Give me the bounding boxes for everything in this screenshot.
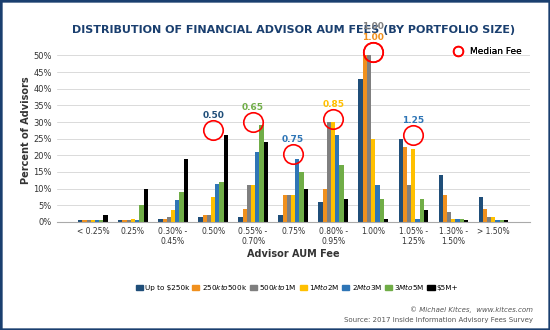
Bar xyxy=(260,125,263,222)
Bar xyxy=(215,183,219,222)
Bar xyxy=(179,192,184,222)
Bar xyxy=(162,218,167,222)
Bar xyxy=(491,217,496,222)
Bar xyxy=(243,209,247,222)
Bar xyxy=(295,159,299,222)
Text: 1.25: 1.25 xyxy=(402,116,424,125)
Bar xyxy=(123,220,127,222)
Bar xyxy=(263,142,268,222)
Bar xyxy=(496,220,499,222)
Bar xyxy=(424,210,428,222)
Bar xyxy=(95,220,99,222)
Bar xyxy=(283,195,287,222)
Bar xyxy=(362,55,367,222)
Bar xyxy=(78,220,82,222)
Bar xyxy=(379,199,384,222)
Legend: Median Fee: Median Fee xyxy=(446,43,525,60)
Bar xyxy=(447,212,451,222)
Bar xyxy=(403,147,407,222)
Bar xyxy=(291,195,295,222)
Bar xyxy=(175,200,179,222)
Bar xyxy=(103,215,108,222)
Bar xyxy=(375,185,379,222)
Bar xyxy=(184,159,188,222)
Bar xyxy=(199,217,202,222)
Bar xyxy=(247,185,251,222)
Bar xyxy=(287,195,291,222)
Bar xyxy=(139,205,144,222)
Bar xyxy=(499,220,504,222)
Bar xyxy=(323,188,327,222)
Bar xyxy=(399,139,403,222)
Bar xyxy=(99,220,103,222)
Bar xyxy=(135,220,139,222)
Bar xyxy=(438,175,443,222)
Bar xyxy=(251,185,255,222)
Bar xyxy=(504,220,508,222)
Text: 0.75: 0.75 xyxy=(282,135,304,144)
Bar xyxy=(331,122,335,222)
Bar xyxy=(478,197,483,222)
Text: © Michael Kitces,  www.kitces.com: © Michael Kitces, www.kitces.com xyxy=(410,306,534,313)
Bar xyxy=(339,165,344,222)
Bar xyxy=(118,220,123,222)
Bar xyxy=(455,218,460,222)
Bar xyxy=(359,79,362,222)
Bar xyxy=(420,199,424,222)
Bar xyxy=(278,215,283,222)
Text: 0.50: 0.50 xyxy=(202,111,224,120)
Bar xyxy=(407,185,411,222)
Bar xyxy=(299,172,304,222)
Bar xyxy=(487,217,491,222)
Bar xyxy=(336,135,339,222)
Bar xyxy=(223,135,228,222)
Bar xyxy=(131,218,135,222)
Bar xyxy=(171,210,175,222)
Bar xyxy=(411,148,415,222)
Bar xyxy=(367,55,371,222)
Text: Source: 2017 Inside Information Advisory Fees Survey: Source: 2017 Inside Information Advisory… xyxy=(344,317,534,323)
Bar xyxy=(238,217,243,222)
Bar xyxy=(167,217,171,222)
Text: 1.00: 1.00 xyxy=(362,21,384,31)
Bar xyxy=(327,122,331,222)
Bar xyxy=(318,202,323,222)
Bar xyxy=(211,197,215,222)
Bar xyxy=(144,188,148,222)
Bar xyxy=(384,218,388,222)
Title: DISTRIBUTION OF FINANCIAL ADVISOR AUM FEES (BY PORTFOLIO SIZE): DISTRIBUTION OF FINANCIAL ADVISOR AUM FE… xyxy=(72,25,515,35)
Bar xyxy=(82,220,87,222)
X-axis label: Advisor AUM Fee: Advisor AUM Fee xyxy=(247,249,339,259)
Bar xyxy=(344,199,348,222)
Bar xyxy=(207,215,211,222)
Bar xyxy=(126,220,131,222)
Bar xyxy=(464,220,468,222)
Bar xyxy=(158,218,162,222)
Text: 0.85: 0.85 xyxy=(322,100,344,109)
Bar xyxy=(91,220,95,222)
Text: 0.65: 0.65 xyxy=(242,103,264,112)
Bar xyxy=(451,218,455,222)
Bar xyxy=(304,188,308,222)
Bar xyxy=(415,218,420,222)
Bar xyxy=(371,139,375,222)
Legend: Up to $250k, $250k to $500k, $500k to $1M, $1M to $2M, $2M to $3M, $3M to $5M, $: Up to $250k, $250k to $500k, $500k to $1… xyxy=(133,279,461,295)
Y-axis label: Percent of Advisors: Percent of Advisors xyxy=(20,77,30,184)
Text: 1.00: 1.00 xyxy=(362,33,384,42)
Bar xyxy=(483,209,487,222)
Bar xyxy=(202,215,207,222)
Bar xyxy=(460,218,464,222)
Bar xyxy=(443,195,447,222)
Bar xyxy=(255,152,260,222)
Bar xyxy=(219,182,223,222)
Bar xyxy=(87,220,91,222)
